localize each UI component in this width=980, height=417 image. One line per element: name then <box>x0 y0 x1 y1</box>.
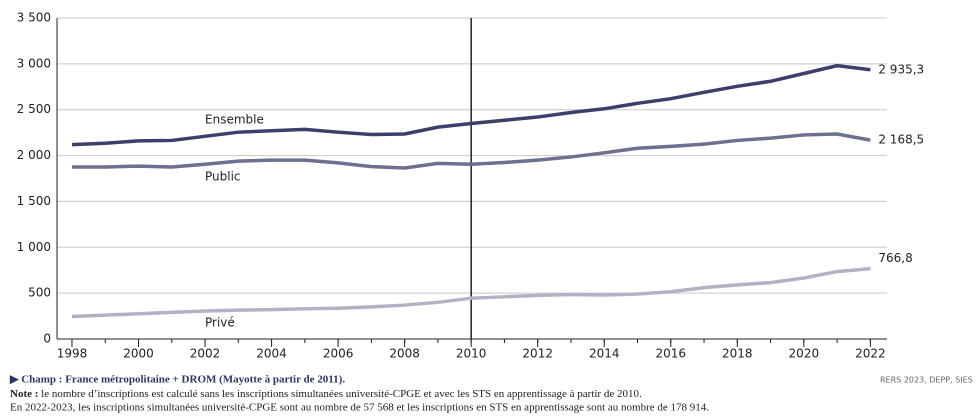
x-tick-label: 2022 <box>855 347 886 361</box>
y-tick-label: 3 500 <box>17 11 51 25</box>
y-tick-label: 1 000 <box>17 240 51 254</box>
x-tick-label: 2016 <box>655 347 686 361</box>
note: Note : le nombre d’inscriptions est calc… <box>10 388 642 400</box>
source: RERS 2023, DEPP, SIES <box>880 376 973 385</box>
series-label: Ensemble <box>205 113 264 127</box>
x-tick-label: 2010 <box>456 347 487 361</box>
y-tick-label: 2 000 <box>17 148 51 162</box>
series-line <box>71 132 871 170</box>
x-tick-label: 2018 <box>722 347 753 361</box>
value-label: 2 935,3 <box>878 62 924 76</box>
y-tick-label: 1 500 <box>17 194 51 208</box>
value-label: 766,8 <box>878 251 912 265</box>
x-tick-label: 2006 <box>323 347 354 361</box>
y-tick-label: 0 <box>43 332 51 346</box>
x-tick-label: 2020 <box>789 347 820 361</box>
x-tick-label: 2008 <box>389 347 420 361</box>
x-tick-label: 2014 <box>589 347 620 361</box>
series-label: Public <box>205 170 241 184</box>
note-text: le nombre d’inscriptions est calculé san… <box>41 388 642 400</box>
x-tick-label: 2000 <box>123 347 154 361</box>
x-tick-label: 2002 <box>190 347 221 361</box>
series-line <box>71 63 871 147</box>
value-label: 2 168,5 <box>878 133 924 147</box>
x-tick-label: 2012 <box>522 347 553 361</box>
champ: ▶ Champ : France métropolitaine + DROM (… <box>9 374 345 386</box>
x-tick-label: 2004 <box>256 347 287 361</box>
y-tick-label: 500 <box>28 286 51 300</box>
series-line <box>71 266 871 319</box>
y-tick-label: 3 000 <box>17 56 51 70</box>
x-tick-label: 1998 <box>57 347 88 361</box>
y-tick-label: 2 500 <box>17 102 51 116</box>
series-label: Privé <box>205 316 235 330</box>
note-label: Note : <box>10 388 38 400</box>
note: En 2022-2023, les inscriptions simultané… <box>10 402 709 414</box>
